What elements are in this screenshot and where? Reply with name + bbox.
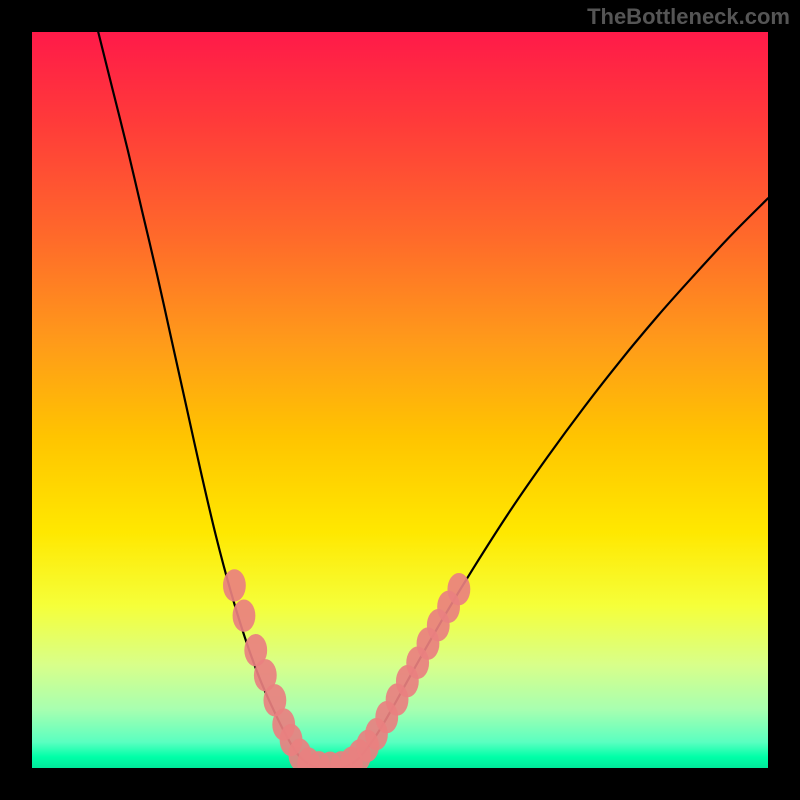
chart-plot-area — [32, 32, 768, 768]
data-marker — [447, 573, 470, 605]
watermark-text: TheBottleneck.com — [587, 4, 790, 30]
outer-frame: TheBottleneck.com — [0, 0, 800, 800]
data-marker — [233, 599, 256, 631]
data-marker — [223, 569, 246, 601]
